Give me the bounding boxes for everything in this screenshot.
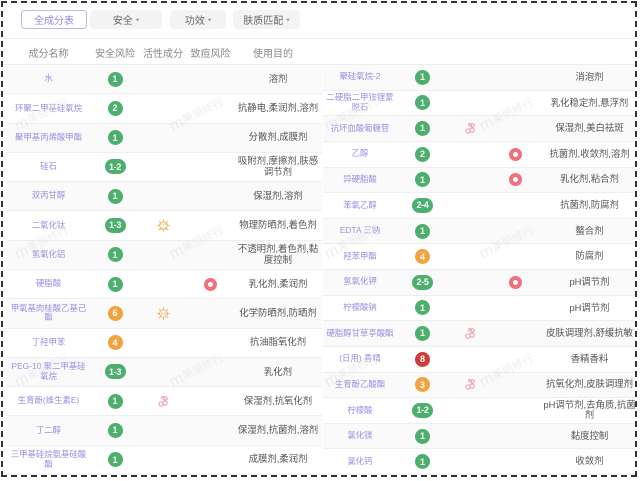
svg-text:UVA: UVA [159, 222, 167, 226]
svg-text:UVB: UVB [159, 311, 168, 316]
svg-text:UVB: UVB [159, 226, 167, 230]
